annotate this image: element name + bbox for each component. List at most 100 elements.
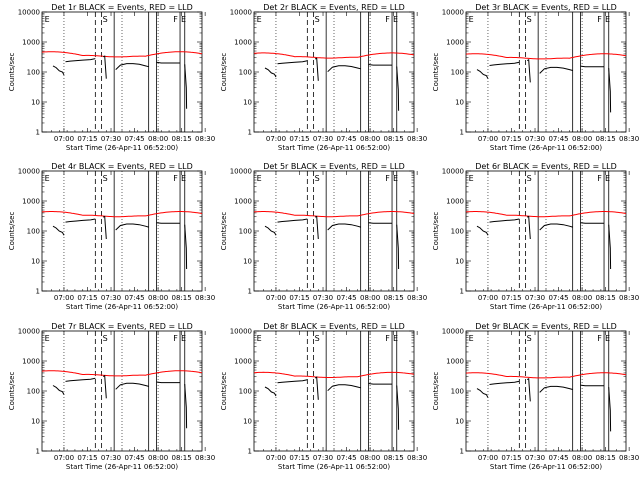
event-letter-S: S	[315, 174, 320, 183]
x-axis-label: Start Time (26-Apr-11 06:52:00)	[490, 144, 602, 152]
series-events-black-segment	[184, 64, 188, 109]
y-tick-label: 1	[460, 129, 464, 137]
series-lld-red	[253, 52, 415, 59]
series-events-black-segment	[314, 57, 319, 81]
event-letter-S: S	[103, 15, 108, 24]
event-letter-E: E	[469, 174, 474, 183]
x-tick-label: 07:30	[525, 135, 545, 143]
x-axis-label: Start Time (26-Apr-11 06:52:00)	[66, 303, 178, 311]
x-tick-label: 08:00	[360, 454, 380, 462]
x-tick-label: 07:00	[54, 454, 74, 462]
x-tick-label: 07:15	[501, 294, 521, 302]
series-events-black-segment	[489, 380, 520, 385]
y-tick-label: 100	[451, 228, 464, 236]
series-events-black-segment	[184, 224, 188, 270]
series-events-black-segment	[539, 66, 573, 74]
event-letter-E: E	[45, 334, 50, 343]
x-tick-label: 08:00	[572, 135, 592, 143]
x-tick-label: 07:45	[336, 294, 356, 302]
y-tick-label: 10	[31, 258, 40, 266]
series-lld-red	[465, 53, 627, 60]
y-tick-label: 10	[31, 418, 40, 426]
x-tick-label: 08:30	[619, 454, 639, 462]
y-axis-label: Counts/sec	[432, 212, 440, 251]
x-tick-label: 08:00	[360, 135, 380, 143]
x-tick-label: 08:00	[572, 454, 592, 462]
series-lld-red	[41, 370, 203, 377]
event-letter-E: E	[605, 334, 610, 343]
series-events-black-segment	[65, 377, 96, 382]
series-events-black-segment	[52, 65, 65, 76]
event-letter-F: F	[385, 334, 390, 343]
x-tick-label: 08:30	[407, 454, 427, 462]
y-tick-label: 1	[460, 288, 464, 296]
y-tick-label: 1	[36, 448, 40, 456]
x-axis-label: Start Time (26-Apr-11 06:52:00)	[66, 144, 178, 152]
event-letter-S: S	[315, 15, 320, 24]
event-letter-S: S	[315, 334, 320, 343]
event-letter-E: E	[469, 334, 474, 343]
x-tick-label: 07:15	[501, 135, 521, 143]
series-events-black-segment	[608, 224, 612, 270]
y-tick-label: 10000	[230, 9, 252, 17]
event-letter-E: E	[181, 15, 186, 24]
x-tick-label: 07:45	[124, 294, 144, 302]
event-letter-E: E	[393, 334, 398, 343]
series-events-black-segment	[476, 388, 489, 398]
series-events-black-segment	[396, 385, 400, 430]
x-tick-label: 07:00	[478, 294, 498, 302]
event-letter-F: F	[597, 334, 602, 343]
x-axis-label: Start Time (26-Apr-11 06:52:00)	[278, 144, 390, 152]
series-events-black-segment	[277, 218, 308, 223]
x-tick-label: 08:15	[384, 135, 404, 143]
series-events-black-segment	[314, 376, 319, 400]
y-axis-label: Counts/sec	[8, 53, 16, 92]
series-events-black-segment	[489, 61, 520, 66]
series-events-black-segment	[580, 65, 604, 68]
y-tick-label: 1	[248, 448, 252, 456]
series-events-black-segment	[264, 67, 277, 78]
series-lld-red	[253, 371, 415, 378]
y-tick-label: 1000	[234, 39, 252, 47]
y-tick-label: 10	[455, 418, 464, 426]
event-letter-F: F	[173, 334, 178, 343]
event-letter-S: S	[527, 15, 532, 24]
x-tick-label: 08:15	[384, 294, 404, 302]
event-letter-E: E	[469, 15, 474, 24]
x-tick-label: 07:00	[54, 294, 74, 302]
y-axis-label: Counts/sec	[220, 372, 228, 411]
series-lld-red	[253, 211, 415, 218]
x-tick-label: 07:30	[313, 294, 333, 302]
y-tick-label: 1000	[22, 39, 40, 47]
x-tick-label: 08:30	[407, 294, 427, 302]
y-axis-label: Counts/sec	[432, 53, 440, 92]
y-tick-label: 100	[239, 228, 252, 236]
panel-title: Det 8r BLACK = Events, RED = LLD	[263, 322, 405, 331]
y-tick-label: 10000	[442, 168, 464, 176]
y-tick-label: 1000	[446, 198, 464, 206]
x-tick-label: 07:15	[289, 135, 309, 143]
x-tick-label: 07:45	[548, 454, 568, 462]
series-lld-red	[41, 51, 203, 58]
panel-det-7: Det 7r BLACK = Events, RED = LLD 1 10 100 10…	[8, 322, 215, 471]
x-tick-label: 07:45	[336, 135, 356, 143]
y-tick-label: 10	[455, 258, 464, 266]
y-tick-label: 10	[243, 99, 252, 107]
x-tick-label: 07:30	[101, 454, 121, 462]
y-tick-label: 10000	[230, 328, 252, 336]
panel-det-6: Det 6r BLACK = Events, RED = LLD 1 10 100 10…	[432, 162, 639, 311]
panel-title: Det 6r BLACK = Events, RED = LLD	[475, 162, 617, 171]
x-tick-label: 07:15	[289, 294, 309, 302]
y-tick-label: 1	[248, 129, 252, 137]
series-events-black-segment	[115, 63, 149, 70]
y-tick-label: 100	[451, 69, 464, 77]
series-events-black-segment	[264, 386, 277, 397]
panel-title: Det 4r BLACK = Events, RED = LLD	[51, 162, 193, 171]
x-tick-label: 07:45	[548, 294, 568, 302]
y-axis-label: Counts/sec	[8, 372, 16, 411]
panel-det-3: Det 3r BLACK = Events, RED = LLD 1 10 100 10…	[432, 3, 639, 152]
series-events-black-segment	[539, 223, 573, 231]
y-tick-label: 1	[36, 288, 40, 296]
event-letter-E: E	[257, 174, 262, 183]
